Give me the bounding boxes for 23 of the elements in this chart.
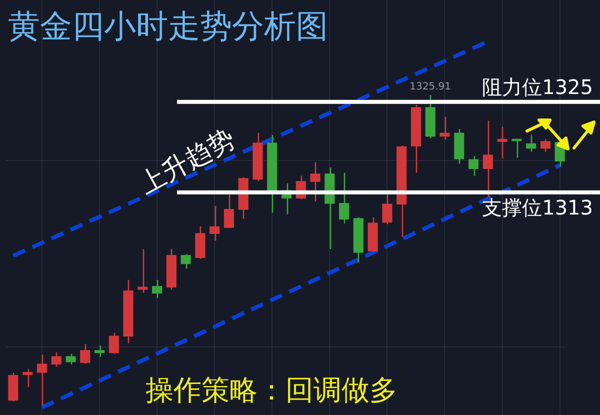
candlestick [497,126,508,160]
candlestick [252,132,263,182]
candlestick [166,248,176,290]
candlestick [468,156,479,176]
candlestick [425,94,436,139]
chart-title: 黄金四小时走势分析图 [8,7,328,45]
candlestick [410,104,421,174]
candlestick [123,279,134,344]
candlestick [368,216,378,253]
candlestick [66,353,76,366]
candlestick [382,194,392,225]
candlestick [353,216,364,264]
candlestick [80,343,90,364]
ref-line-label: 支撑位1313 [482,196,593,220]
candlestick [310,162,320,202]
candlestick [195,226,206,260]
annotation: 操作策略：回调做多 [146,373,398,406]
ref-line-label: 阻力位1325 [482,75,593,100]
candlestick [51,352,62,368]
annotation: 1325.91 [410,82,452,93]
candlestick [224,194,234,229]
annotation: 上升趋势 [134,124,240,200]
candlestick [482,120,493,198]
